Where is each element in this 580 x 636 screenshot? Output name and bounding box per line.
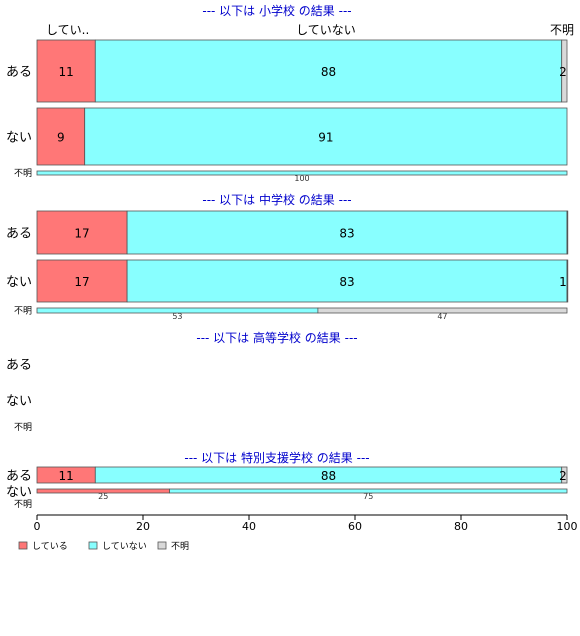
- panel-title: --- 以下は 中学校 の結果 ---: [202, 192, 351, 207]
- panel-title: --- 以下は 特別支援学校 の結果 ---: [184, 450, 369, 465]
- data-label: 9: [57, 131, 65, 145]
- data-label: 53: [172, 312, 182, 321]
- data-label: 83: [339, 227, 354, 241]
- x-tick-label: 0: [34, 520, 41, 533]
- row-category-label: 不明: [14, 499, 32, 510]
- data-label: 88: [321, 65, 336, 79]
- bar-segment: [566, 259, 569, 303]
- row-category-label: 不明: [14, 306, 32, 317]
- legend-swatch: [88, 541, 98, 550]
- data-label: 2: [559, 469, 567, 483]
- bar-segment: [36, 39, 96, 103]
- row-category-label: ある: [6, 227, 32, 242]
- x-tick-label: 100: [557, 520, 578, 533]
- bar-segment: [36, 210, 128, 255]
- bar-segment: [36, 259, 128, 303]
- bar-segment: [317, 307, 568, 314]
- row-category-label: ない: [6, 131, 32, 146]
- row-category-label: ない: [6, 275, 32, 290]
- data-label: 88: [321, 469, 336, 483]
- bar-segment: [126, 259, 568, 303]
- data-label: 1: [559, 275, 567, 289]
- row-category-label: ない: [6, 394, 32, 409]
- bar-segment: [169, 488, 568, 494]
- data-label: 17: [74, 275, 89, 289]
- bar-segment: [36, 170, 568, 176]
- data-label: 91: [318, 131, 333, 145]
- data-label: 11: [59, 469, 74, 483]
- data-label: 11: [59, 65, 74, 79]
- top-label: してい..: [46, 23, 89, 37]
- bar-segment: [561, 39, 568, 103]
- data-label: 47: [437, 312, 447, 321]
- data-label: 2: [559, 65, 567, 79]
- row-category-label: ある: [6, 358, 32, 373]
- bar-segment: [84, 107, 568, 166]
- legend-swatch: [157, 541, 167, 550]
- top-label: 不明: [550, 23, 574, 37]
- bar-segment: [566, 210, 569, 255]
- data-label: 25: [98, 492, 108, 501]
- data-label: 100: [294, 174, 309, 183]
- x-tick-label: 80: [454, 520, 468, 533]
- row-category-label: 不明: [14, 168, 32, 179]
- x-tick-label: 60: [348, 520, 362, 533]
- bar-segment: [561, 466, 568, 484]
- legend-label: している: [32, 541, 68, 552]
- top-label: していない: [296, 23, 356, 37]
- legend-swatch: [18, 541, 28, 550]
- bar-segment: [94, 39, 563, 103]
- panel-title: --- 以下は 小学校 の結果 ---: [202, 3, 351, 18]
- bar-segment: [126, 210, 568, 255]
- data-label: 75: [363, 492, 373, 501]
- x-tick-label: 40: [242, 520, 256, 533]
- row-category-label: 不明: [14, 422, 32, 433]
- legend-label: していない: [102, 541, 147, 552]
- row-category-label: ある: [6, 469, 32, 484]
- panel-title: --- 以下は 高等学校 の結果 ---: [196, 330, 357, 345]
- x-tick-label: 20: [136, 520, 150, 533]
- data-label: 83: [339, 275, 354, 289]
- data-label: 17: [74, 227, 89, 241]
- legend-label: 不明: [171, 541, 189, 552]
- row-category-label: ない: [6, 485, 32, 500]
- row-category-label: ある: [6, 65, 32, 80]
